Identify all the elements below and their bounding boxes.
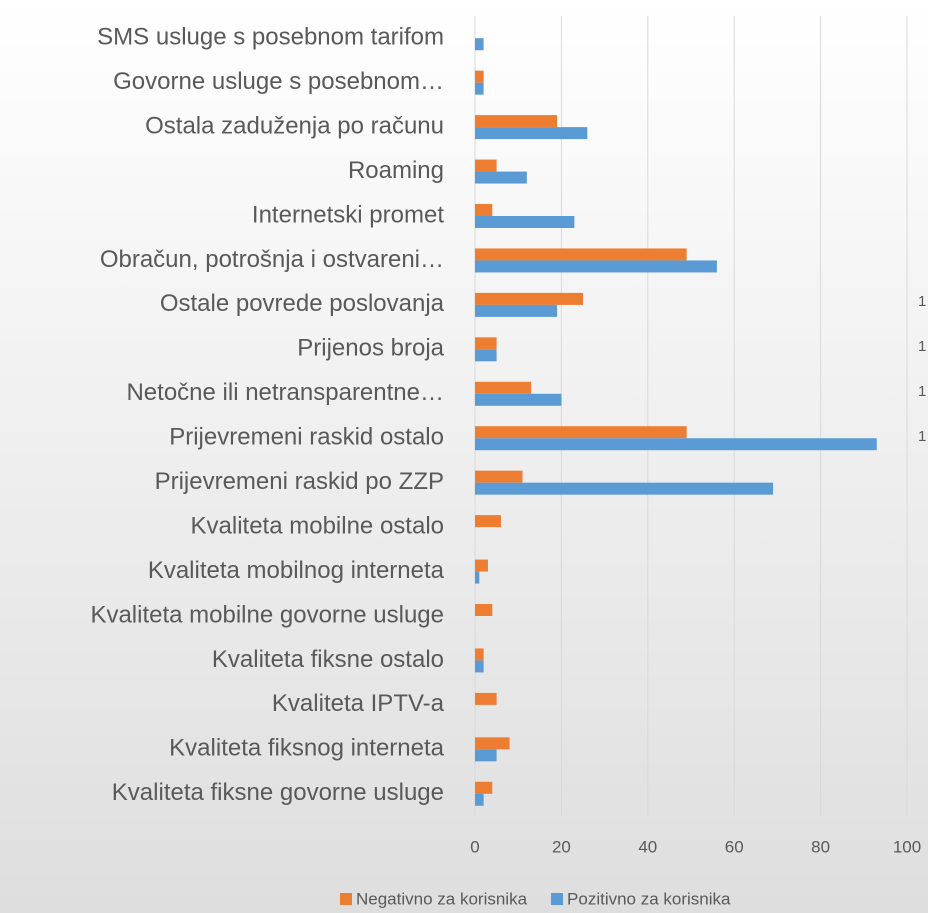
bar	[475, 648, 484, 661]
bar	[475, 482, 774, 495]
x-tick-label: 40	[638, 837, 657, 856]
clipped-label: 1	[918, 383, 926, 400]
bar	[475, 204, 493, 216]
bar	[475, 292, 583, 305]
bar	[475, 127, 588, 140]
bar	[475, 749, 497, 762]
bar	[475, 559, 488, 572]
bar	[475, 248, 687, 261]
bar	[475, 260, 717, 273]
bar	[475, 781, 493, 794]
bar	[475, 793, 484, 806]
category-label: Kvaliteta fiksne ostalo	[212, 646, 444, 673]
bar	[475, 82, 484, 95]
x-tick-label: 20	[552, 837, 571, 856]
category-label: Internetski promet	[252, 201, 444, 228]
x-tick-label: 60	[725, 837, 744, 856]
category-label: Obračun, potrošnja i ostvareni…	[100, 246, 444, 273]
legend-label: Pozitivno za korisnika	[567, 889, 731, 908]
bar	[475, 470, 523, 483]
clipped-label: 1	[918, 338, 926, 355]
category-label: Kvaliteta IPTV-a	[272, 690, 445, 717]
category-label: Roaming	[348, 157, 444, 184]
category-label: Kvaliteta mobilne govorne usluge	[90, 601, 444, 628]
bar	[475, 159, 497, 172]
category-label: Prijevremeni raskid ostalo	[169, 424, 444, 451]
x-tick-label: 100	[893, 837, 921, 856]
bar	[475, 393, 562, 406]
bar	[475, 70, 484, 83]
category-label: Netočne ili netransparentne…	[126, 379, 444, 406]
bar	[475, 216, 575, 228]
bar	[475, 571, 480, 584]
category-label: Ostala zaduženja po računu	[145, 112, 444, 139]
bar	[475, 692, 497, 705]
category-label: Kvaliteta fiksnog interneta	[169, 735, 444, 762]
category-label: Kvaliteta fiksne govorne usluge	[112, 779, 444, 806]
bar	[475, 438, 877, 451]
bar	[475, 38, 484, 51]
x-tick-label: 80	[811, 837, 830, 856]
category-label: Prijenos broja	[297, 335, 444, 362]
x-tick-label: 0	[470, 837, 479, 856]
bar	[475, 426, 687, 439]
category-label: Govorne usluge s posebnom…	[113, 68, 444, 95]
bar	[475, 337, 497, 350]
legend-label: Negativno za korisnika	[356, 889, 528, 908]
category-label: Kvaliteta mobilne ostalo	[191, 512, 444, 539]
clipped-label: 1	[918, 428, 926, 445]
bar	[475, 349, 497, 362]
bar	[475, 515, 501, 528]
bar	[475, 171, 527, 184]
category-label: Ostale povrede poslovanja	[160, 290, 445, 317]
legend-swatch	[551, 893, 564, 905]
bar	[475, 381, 532, 394]
legend-swatch	[340, 893, 352, 905]
category-label: Kvaliteta mobilnog interneta	[148, 557, 445, 584]
category-label: SMS usluge s posebnom tarifom	[97, 24, 444, 51]
bar	[475, 660, 484, 673]
bar	[475, 304, 558, 317]
bar	[475, 115, 558, 128]
bar	[475, 737, 510, 750]
clipped-label: 1	[918, 293, 926, 310]
bar	[475, 604, 493, 616]
category-label: Prijevremeni raskid po ZZP	[155, 468, 444, 495]
